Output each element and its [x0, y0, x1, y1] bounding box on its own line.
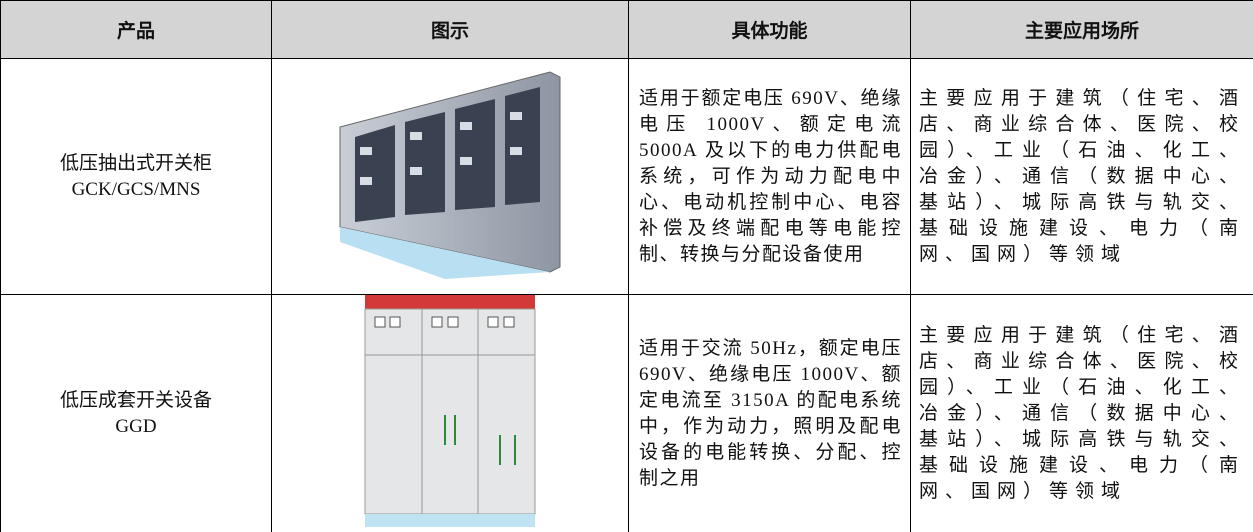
product-model: GGD — [115, 415, 157, 437]
product-cell: 低压抽出式开关柜 GCK/GCS/MNS — [0, 58, 272, 295]
application-cell: 主要应用于建筑（住宅、酒店、商业综合体、医院、校园）、工业（石油、化工、冶金）、… — [910, 294, 1253, 532]
product-name: 低压抽出式开关柜 — [59, 152, 212, 174]
switchgear-image — [364, 295, 536, 527]
image-cell — [271, 294, 629, 532]
table-row: 低压抽出式开关柜 GCK/GCS/MNS 适用于额定电压 690 — [0, 58, 1253, 295]
table-row: 低压成套开关设备 GGD 适用于交流 50Hz，额定电压 690V、绝缘电压 1… — [0, 294, 1253, 532]
product-name: 低压成套开关设备 — [59, 389, 212, 411]
header-row: 产品 图示 具体功能 主要应用场所 — [0, 0, 1253, 59]
header-cell: 主要应用场所 — [910, 0, 1253, 59]
function-cell: 适用于额定电压 690V、绝缘电压 1000V、额定电流 5000A 及以下的电… — [628, 58, 911, 295]
image-cell — [271, 58, 629, 295]
application-cell: 主要应用于建筑（住宅、酒店、商业综合体、医院、校园）、工业（石油、化工、冶金）、… — [910, 58, 1253, 295]
switchgear-image — [339, 70, 561, 279]
product-cell: 低压成套开关设备 GGD — [0, 294, 272, 532]
product-model: GCK/GCS/MNS — [71, 178, 201, 200]
header-cell: 具体功能 — [628, 0, 911, 59]
function-cell: 适用于交流 50Hz，额定电压 690V、绝缘电压 1000V、额定电流至 31… — [628, 294, 911, 532]
header-cell: 产品 — [0, 0, 272, 59]
header-cell: 图示 — [271, 0, 629, 59]
